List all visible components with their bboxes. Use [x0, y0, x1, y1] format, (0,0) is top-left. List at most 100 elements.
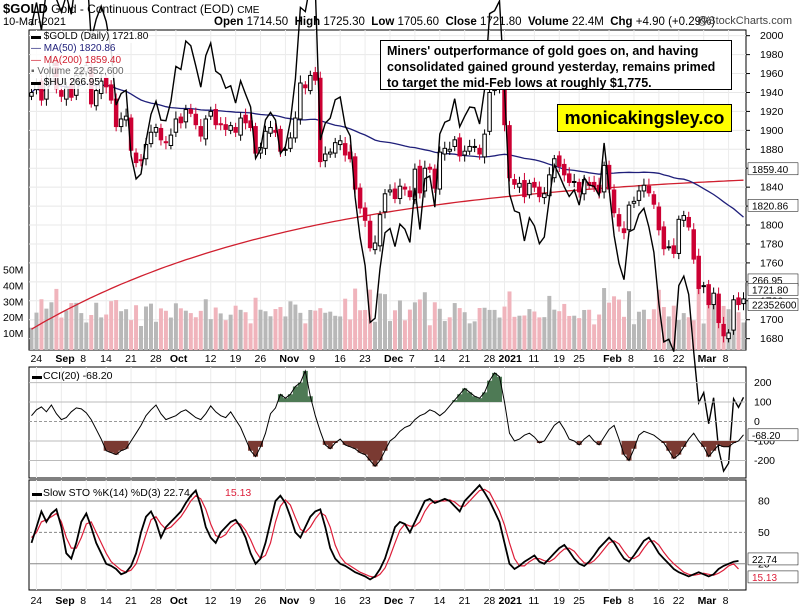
x-tick-label-bottom: 12: [205, 595, 217, 607]
x-tick-label: 26: [255, 353, 267, 365]
cci-legend: CCI(20) -68.20: [43, 370, 113, 382]
volume-bar: [248, 323, 253, 350]
x-tick-label-bottom: 14: [434, 595, 446, 607]
y-tick-label: 1920: [760, 106, 784, 118]
volume-bar: [99, 317, 104, 350]
candle-body: [208, 110, 213, 117]
candle-body: [711, 292, 716, 306]
label-close: 1721.80: [752, 285, 789, 296]
candle-body: [203, 118, 209, 140]
candle-body: [148, 131, 154, 145]
candle-body: [158, 127, 164, 141]
volume-bar: [577, 318, 582, 350]
candle-body: [477, 147, 482, 155]
volume-bar: [198, 310, 203, 350]
candle-body: [288, 137, 293, 149]
x-tick-label-bottom: 8: [628, 595, 634, 607]
legend-gold: ▬ $GOLD (Daily) 1721.80: [31, 31, 149, 43]
volume-bar: [497, 317, 502, 350]
volume-bar: [641, 309, 646, 350]
x-tick-label: 28: [150, 353, 162, 365]
y-tick-label: 1840: [760, 182, 784, 194]
label-ma50: 1820.86: [752, 201, 789, 212]
candle-body: [337, 140, 343, 146]
candle-body: [188, 109, 194, 114]
candle-body: [163, 141, 169, 144]
candle-body: [427, 166, 433, 170]
chart-date: 10-Mar-2021: [3, 16, 66, 28]
x-tick-label: 8: [628, 353, 634, 365]
volume-bar: [607, 302, 612, 350]
volume-bar: [44, 308, 49, 350]
candle-body: [731, 299, 736, 331]
candle-body: [611, 189, 617, 214]
candle-body: [676, 218, 682, 254]
candle-body: [64, 87, 69, 100]
volume-bar: [178, 308, 183, 350]
candle-body: [462, 150, 467, 156]
candle-body: [601, 164, 607, 193]
volume-bar: [477, 308, 482, 350]
volume-bar: [74, 302, 79, 350]
volume-bar: [353, 288, 358, 350]
x-tick-label-bottom: 21: [459, 595, 471, 607]
candle-body: [636, 190, 642, 201]
volume-bar: [671, 305, 676, 350]
volume-bar: [124, 309, 129, 350]
volume-bar: [188, 313, 193, 350]
candle-body: [566, 173, 572, 183]
y-tick-label: 1880: [760, 144, 784, 156]
volume-bar: [84, 322, 89, 350]
sto-k-label: 22.74: [752, 555, 777, 566]
volume-bar: [646, 319, 651, 350]
volume-bar: [612, 296, 617, 350]
x-tick-label-bottom: 19: [553, 595, 565, 607]
volume-bar: [572, 315, 577, 350]
ma50-line: [31, 82, 744, 218]
volume-bar: [109, 301, 114, 350]
x-tick-label-bottom: 23: [359, 595, 371, 607]
volume-bar: [517, 315, 522, 350]
candle-body: [29, 91, 34, 97]
volume-bar: [64, 310, 69, 350]
candle-body: [576, 181, 582, 193]
y-tick-label: 1760: [760, 257, 784, 269]
ma200-line: [31, 179, 744, 330]
y-tick-label: 1900: [760, 125, 784, 137]
cci-last-label-bg: [747, 428, 799, 442]
candle-body: [293, 117, 298, 139]
volume-bar: [193, 317, 198, 350]
candle-body: [59, 90, 64, 97]
volume-bar: [562, 303, 567, 350]
y-tick-label: 1800: [760, 220, 784, 232]
volume-bar: [736, 312, 741, 350]
y-tick-label: 1960: [760, 68, 784, 80]
volume-bar: [492, 309, 497, 350]
volume-bar: [208, 319, 213, 350]
candle-body: [716, 293, 721, 324]
volume-bar: [34, 312, 39, 350]
x-tick-label: Feb: [603, 353, 622, 365]
x-tick-label: 25: [573, 353, 585, 365]
x-tick-label-bottom: Oct: [170, 595, 188, 607]
volume-bar: [412, 302, 417, 350]
volume-bar: [228, 314, 233, 350]
sto-d-label: 15.13: [752, 573, 777, 584]
volume-bar: [283, 316, 288, 350]
chart-title: $GOLD Gold - Continuous Contract (EOD) C…: [3, 1, 259, 16]
volume-bar: [89, 315, 94, 350]
candle-body: [542, 193, 547, 199]
volume-bar: [432, 302, 437, 350]
candle-body: [178, 116, 184, 124]
candle-body: [437, 151, 443, 190]
volume-bar: [617, 299, 622, 350]
sto-legend-mark: ▬: [32, 488, 42, 499]
candle-body: [168, 134, 174, 147]
candle-body: [417, 165, 423, 194]
volume-bar: [666, 316, 671, 350]
x-tick-label: 14: [434, 353, 446, 365]
y-tick-label: 1680: [760, 333, 784, 345]
x-tick-label: 7: [409, 353, 415, 365]
label-volume-bg: [747, 298, 799, 311]
symbol: $GOLD: [3, 1, 48, 16]
